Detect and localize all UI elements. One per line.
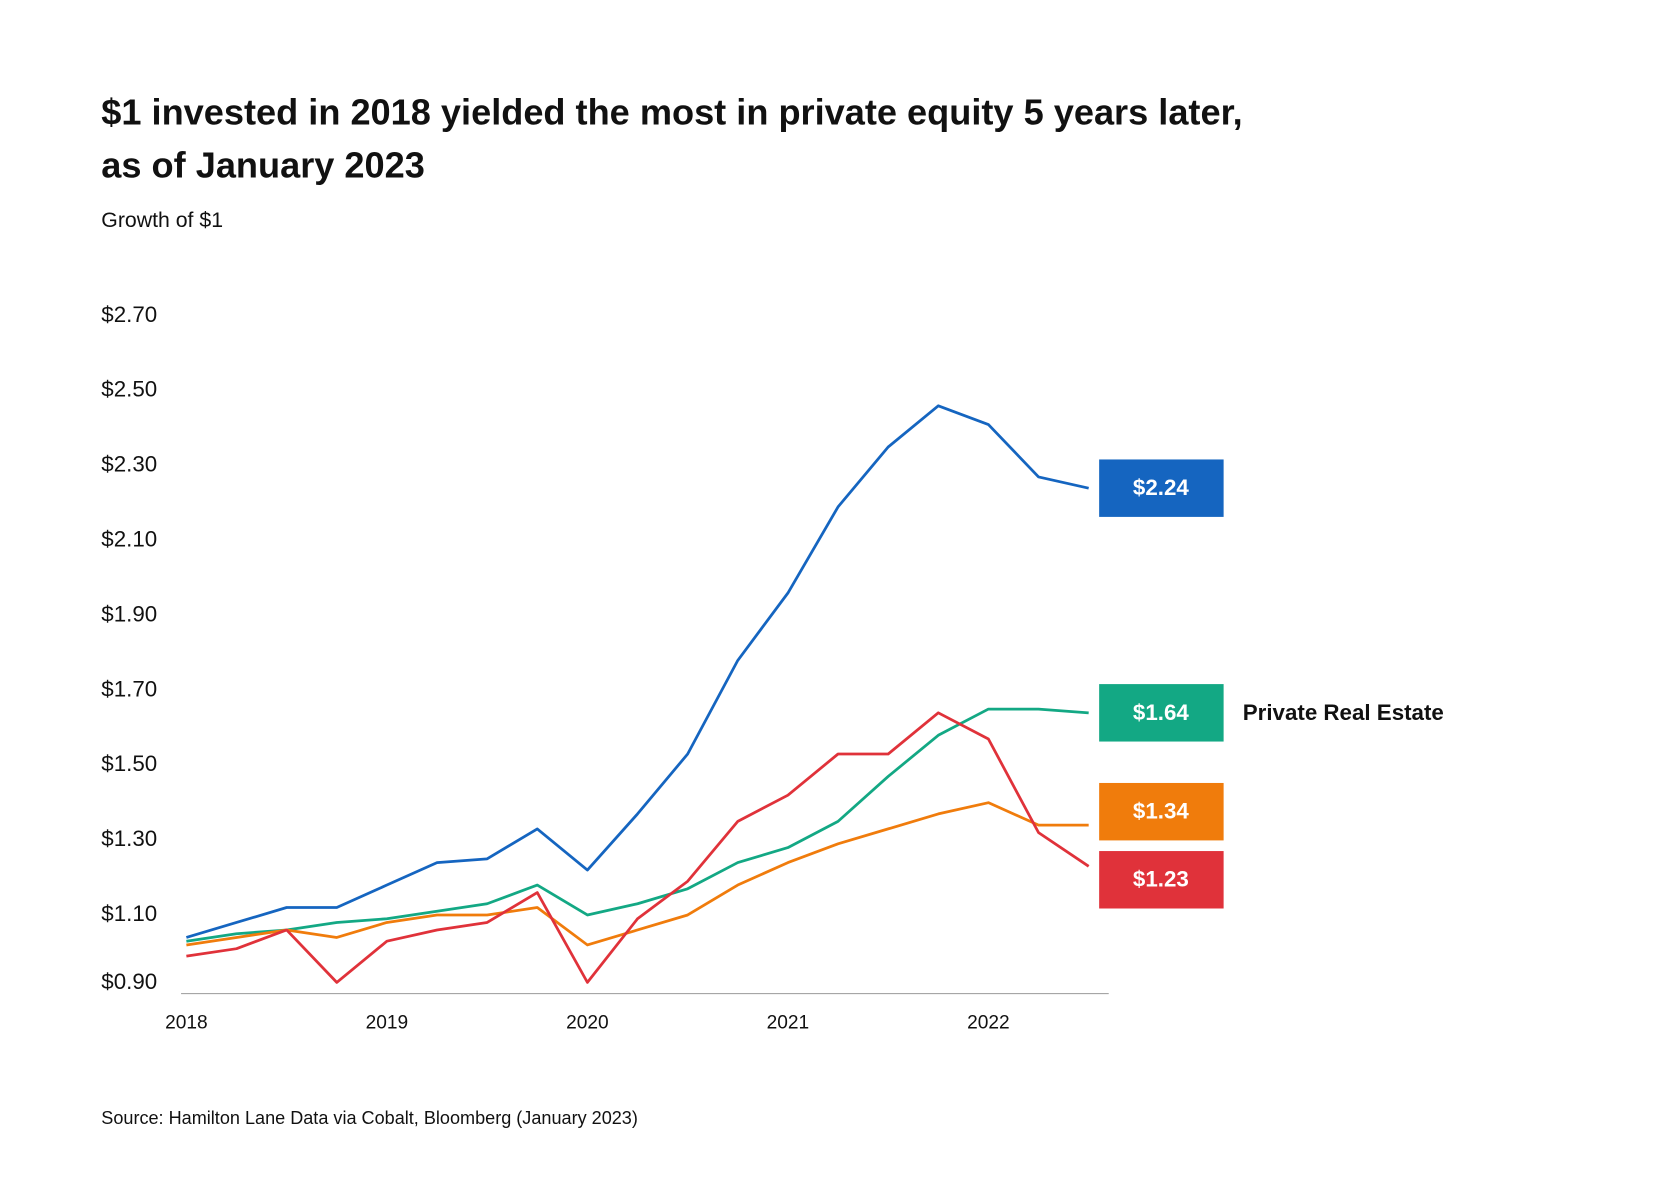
y-tick-label: $2.70 — [101, 302, 157, 327]
y-tick-label: $1.30 — [101, 826, 157, 851]
y-tick-label: $1.90 — [101, 601, 157, 626]
chart-title: $1 invested in 2018 yielded the most in … — [101, 91, 1242, 132]
y-tick-label: $1.50 — [101, 751, 157, 776]
series-line — [186, 801, 1089, 947]
end-label-box — [1099, 851, 1224, 909]
x-tick-label: 2020 — [566, 1012, 609, 1033]
end-label-box — [1099, 782, 1224, 841]
source-note: Source: Hamilton Lane Data via Cobalt, B… — [101, 1108, 638, 1128]
end-label: $1.64 — [1133, 700, 1189, 725]
series-line — [186, 707, 1089, 943]
y-tick-label: $2.30 — [101, 452, 157, 477]
chart-title: as of January 2023 — [101, 145, 425, 186]
end-label-box — [1099, 684, 1224, 742]
y-tick-label: $2.10 — [101, 527, 157, 552]
end-label: $1.23 — [1133, 867, 1189, 892]
x-tick-label: 2022 — [967, 1012, 1010, 1033]
series-line — [186, 711, 1090, 984]
chart-subtitle: Growth of $1 — [101, 208, 223, 232]
y-tick-label: $1.10 — [101, 901, 157, 926]
series-name: Private Real Estate — [1243, 700, 1444, 725]
series-line — [185, 404, 1089, 939]
end-label: $1.34 — [1133, 799, 1189, 824]
y-tick-label: $2.50 — [101, 377, 157, 402]
x-tick-label: 2018 — [165, 1012, 208, 1033]
y-tick-label: $1.70 — [101, 676, 157, 701]
x-tick-label: 2019 — [366, 1012, 409, 1033]
end-label: $2.24 — [1133, 475, 1189, 500]
end-label-box — [1099, 459, 1224, 517]
x-tick-label: 2021 — [767, 1012, 810, 1033]
y-tick-label: $0.90 — [101, 969, 157, 994]
